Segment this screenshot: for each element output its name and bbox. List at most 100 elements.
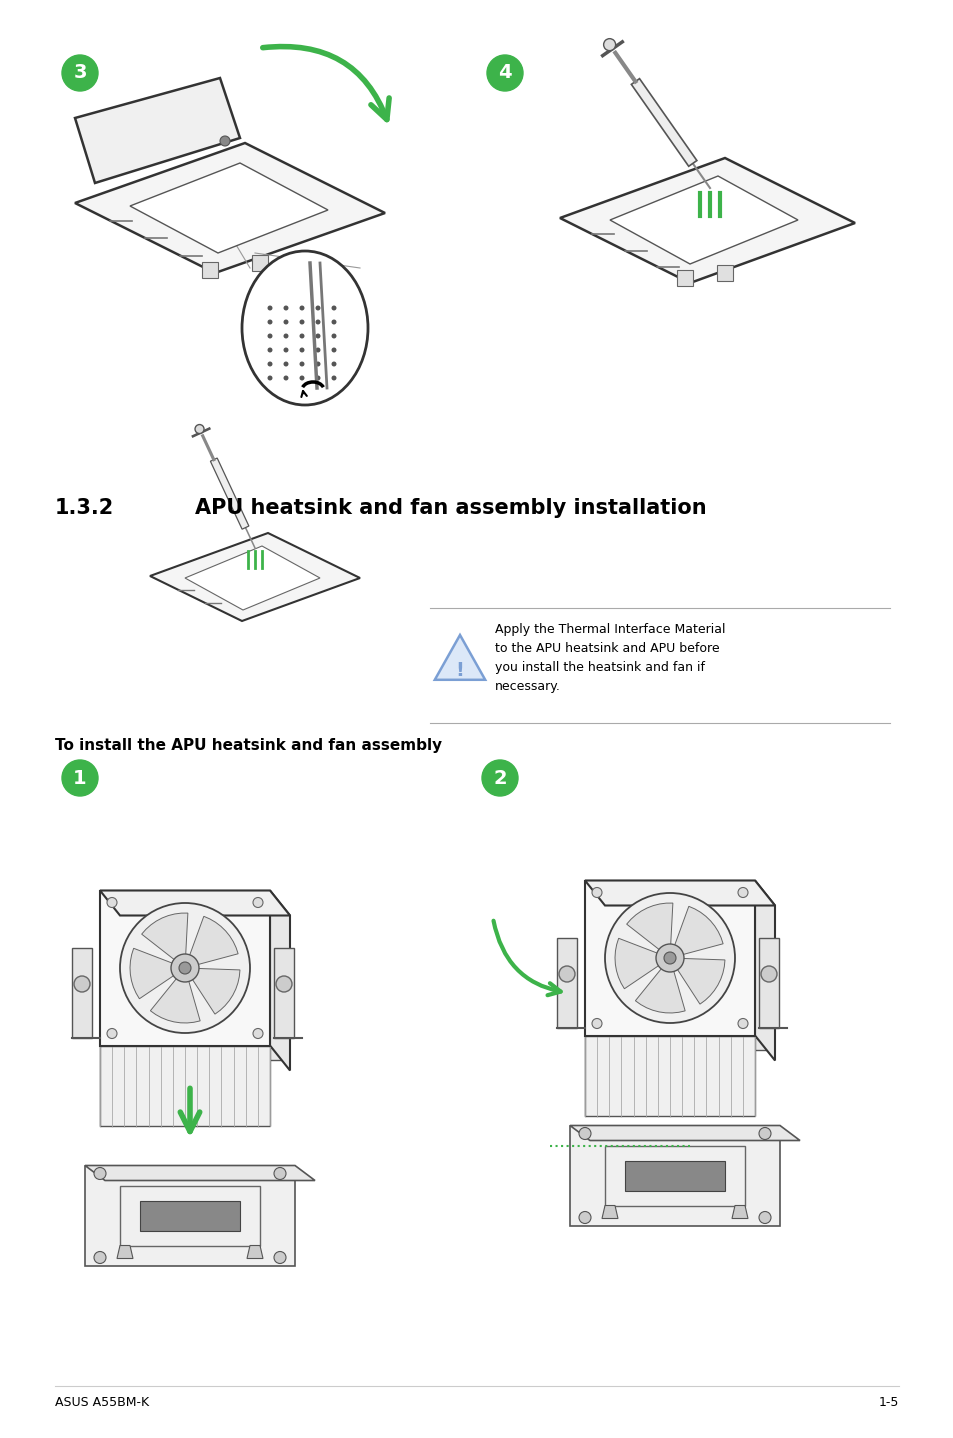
Polygon shape [274,948,294,1038]
Circle shape [578,1127,590,1139]
Polygon shape [559,158,854,283]
Polygon shape [635,968,684,1012]
Circle shape [738,1018,747,1028]
Circle shape [315,305,320,311]
Circle shape [62,55,98,91]
Polygon shape [141,913,188,961]
Polygon shape [202,262,218,278]
Polygon shape [252,255,268,270]
Circle shape [663,952,676,963]
Polygon shape [717,265,732,280]
Polygon shape [75,142,385,273]
Circle shape [299,305,304,311]
Circle shape [604,893,734,1022]
Circle shape [283,334,288,338]
Circle shape [299,319,304,325]
Circle shape [107,1028,117,1038]
Circle shape [267,305,273,311]
Circle shape [94,1168,106,1179]
Circle shape [299,375,304,381]
Polygon shape [626,903,672,951]
Polygon shape [130,162,328,253]
Circle shape [274,1168,286,1179]
Circle shape [331,375,336,381]
Polygon shape [759,938,779,1028]
Text: !: ! [456,661,464,680]
Text: 2: 2 [493,768,506,788]
Circle shape [481,761,517,797]
Polygon shape [211,459,249,529]
Polygon shape [609,175,797,265]
Circle shape [299,334,304,338]
FancyArrowPatch shape [262,46,389,119]
Circle shape [253,897,263,907]
Polygon shape [754,880,774,1060]
Circle shape [62,761,98,797]
Circle shape [656,943,683,972]
Circle shape [283,361,288,367]
Polygon shape [631,79,696,167]
Polygon shape [151,978,200,1022]
Circle shape [759,1127,770,1139]
Circle shape [267,319,273,325]
Ellipse shape [242,252,368,406]
Circle shape [194,424,204,433]
Polygon shape [270,890,290,1070]
Polygon shape [584,1035,769,1051]
Polygon shape [189,916,238,965]
Circle shape [759,1211,770,1224]
Polygon shape [624,1160,724,1191]
Circle shape [267,375,273,381]
Polygon shape [100,890,270,1045]
Polygon shape [584,1035,754,1116]
Polygon shape [435,636,485,680]
Polygon shape [676,958,724,1004]
Circle shape [315,361,320,367]
Polygon shape [117,1245,132,1258]
Circle shape [120,903,250,1032]
Circle shape [220,137,230,147]
Circle shape [558,966,575,982]
Circle shape [315,348,320,352]
Circle shape [179,962,191,974]
Circle shape [274,1251,286,1264]
Polygon shape [100,1045,270,1126]
Circle shape [486,55,522,91]
Circle shape [331,348,336,352]
Polygon shape [130,948,174,999]
Polygon shape [584,880,774,906]
Polygon shape [674,906,722,955]
Circle shape [283,375,288,381]
Polygon shape [192,968,240,1014]
Circle shape [299,348,304,352]
Polygon shape [615,938,659,989]
Text: To install the APU heatsink and fan assembly: To install the APU heatsink and fan asse… [55,738,441,754]
Circle shape [267,361,273,367]
Text: 3: 3 [73,63,87,82]
Polygon shape [85,1166,314,1181]
Polygon shape [85,1166,294,1265]
Polygon shape [100,1045,285,1060]
Text: Apply the Thermal Interface Material
to the APU heatsink and APU before
you inst: Apply the Thermal Interface Material to … [495,623,724,693]
Circle shape [267,334,273,338]
Polygon shape [584,880,754,1035]
Circle shape [171,953,199,982]
Circle shape [107,897,117,907]
Circle shape [578,1211,590,1224]
Circle shape [331,361,336,367]
Circle shape [283,305,288,311]
Circle shape [603,39,615,50]
Polygon shape [731,1205,747,1218]
Circle shape [275,976,292,992]
Circle shape [592,1018,601,1028]
Circle shape [267,348,273,352]
Polygon shape [557,938,577,1028]
Polygon shape [601,1205,618,1218]
Text: 1-5: 1-5 [878,1396,898,1409]
Polygon shape [150,533,359,621]
Polygon shape [75,78,240,183]
Circle shape [331,319,336,325]
Circle shape [315,375,320,381]
Polygon shape [247,1245,263,1258]
Polygon shape [140,1201,240,1231]
